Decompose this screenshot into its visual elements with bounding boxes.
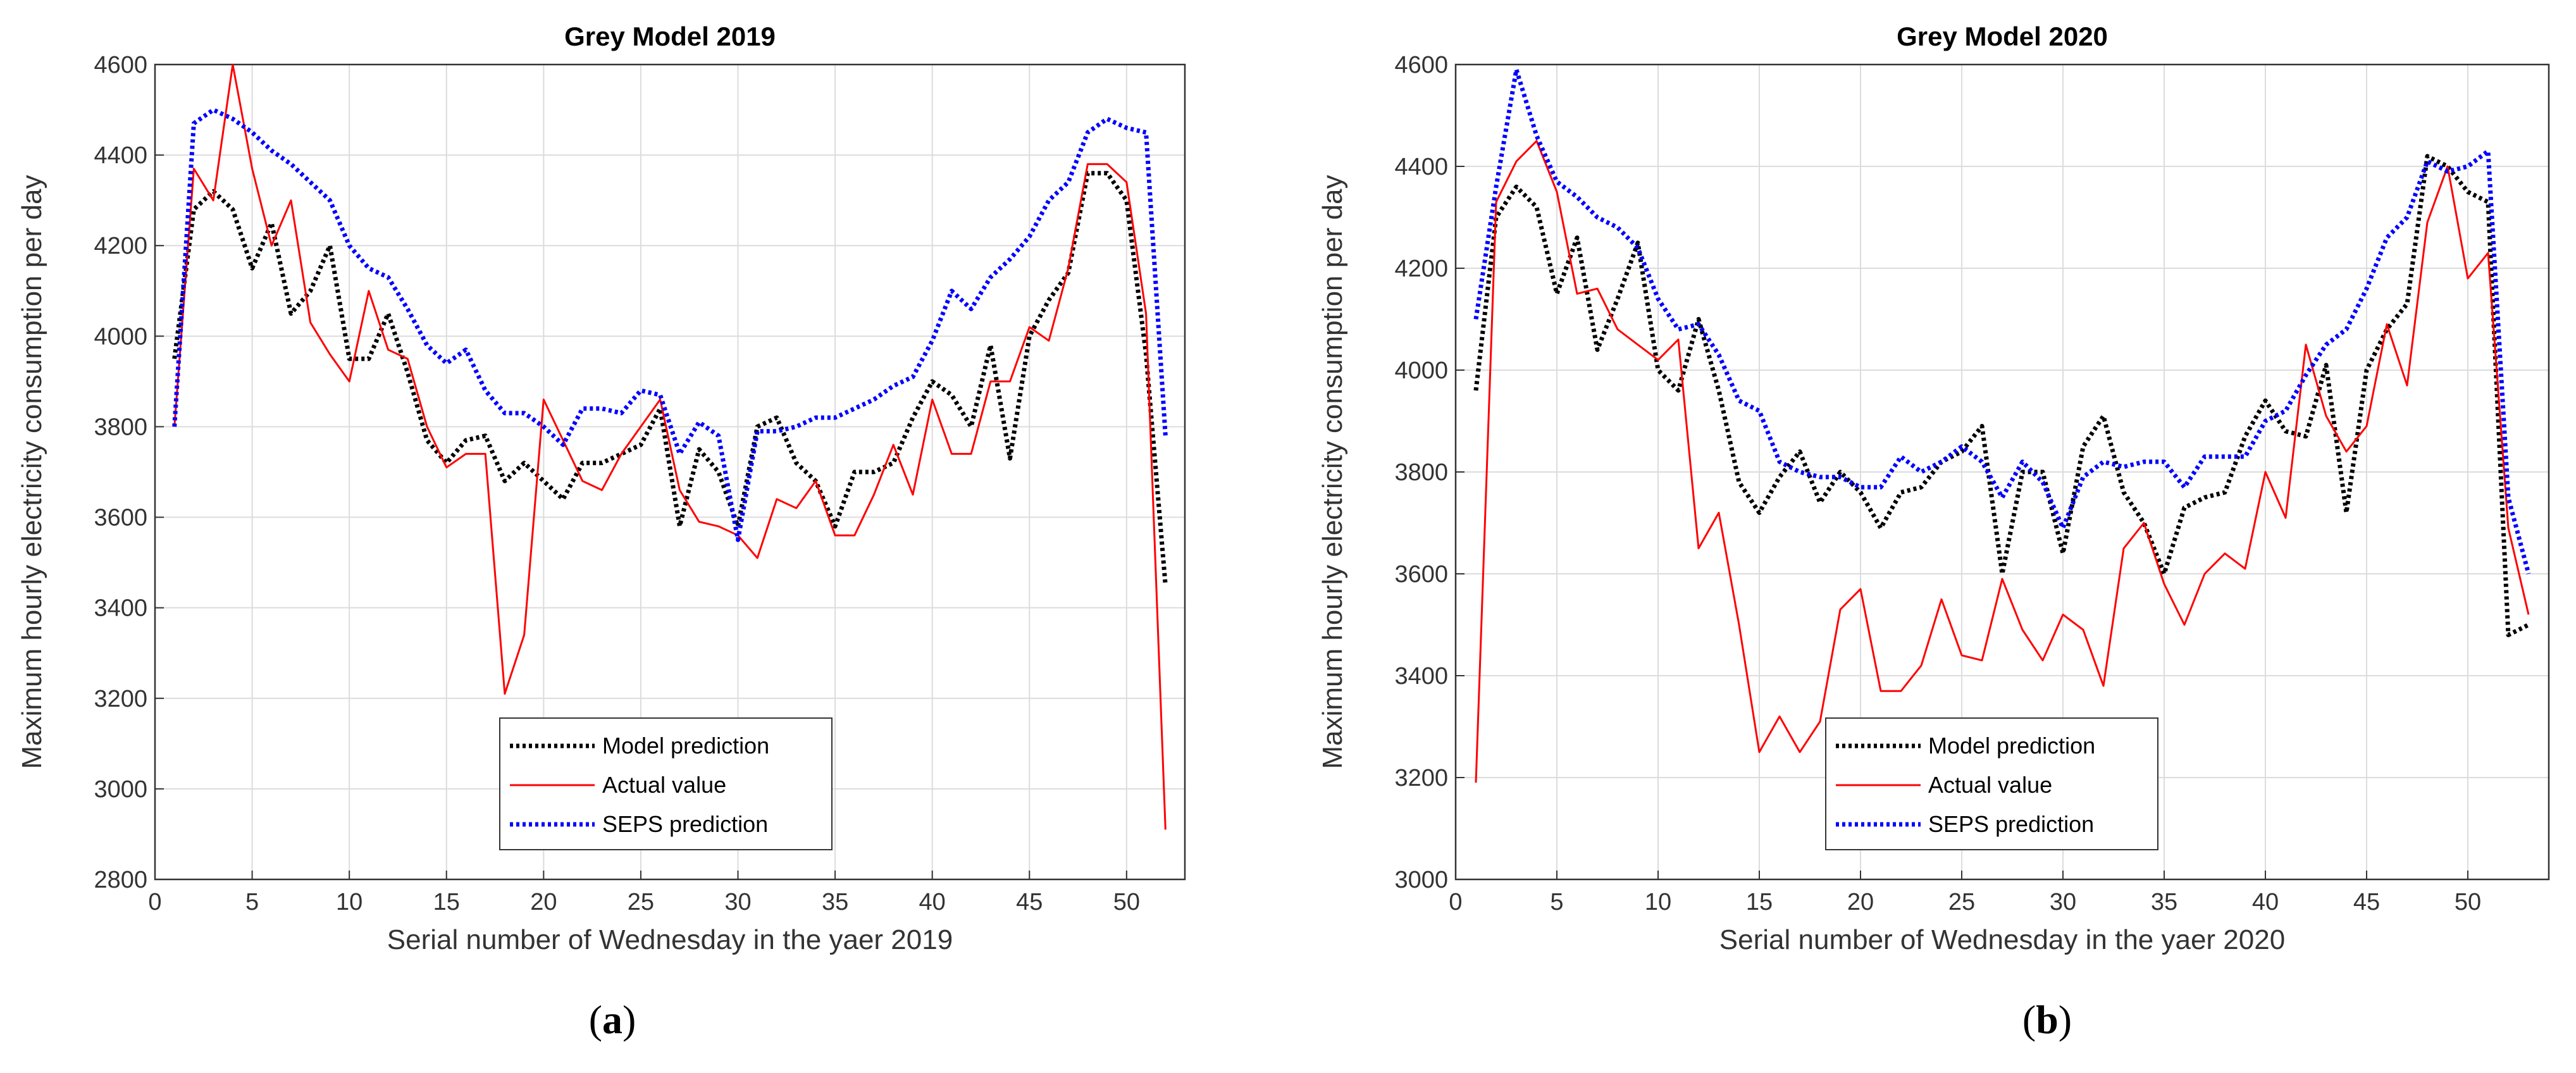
- y-axis-label: Maximum hourly electricity consumption p…: [1317, 175, 1348, 769]
- x-tick-label: 30: [2050, 889, 2076, 915]
- x-tick-label: 40: [919, 889, 946, 915]
- x-tick-label: 45: [1016, 889, 1043, 915]
- series-line-model-prediction: [172, 171, 1168, 586]
- chart-2019: 0 5 10 15 20 25 30 35 40 45 50 2800 3000 3200 3400 3600…: [16, 22, 1186, 955]
- y-tick-label: 3000: [1394, 867, 1448, 893]
- axes-frame: [1454, 63, 2550, 881]
- x-tick-label: 25: [1948, 889, 1975, 915]
- series-group: [1473, 67, 2531, 783]
- sublabel-close-b: ): [2058, 997, 2072, 1042]
- sublabel-letter-b: b: [2036, 997, 2059, 1042]
- x-tick-label: 10: [336, 889, 362, 915]
- x-tick-label: 50: [2455, 889, 2481, 915]
- series-line-model-prediction: [1473, 154, 2530, 638]
- y-tick-label: 4200: [94, 233, 147, 259]
- subfigure-label-b: (b): [1952, 996, 2142, 1043]
- x-tick-label: 45: [2353, 889, 2380, 915]
- legend-box: [499, 717, 833, 850]
- x-tick-label: 15: [1746, 889, 1773, 915]
- legend: Model prediction Actual value SEPS predict…: [499, 717, 833, 850]
- y-tick-label: 4600: [1394, 52, 1448, 78]
- x-tick-label: 30: [724, 889, 751, 915]
- sublabel-open-b: (: [2022, 997, 2036, 1042]
- x-axis-label: Serial number of Wednesday in the yaer 2…: [1719, 924, 2285, 955]
- y-tick-label: 3400: [1394, 663, 1448, 690]
- x-tick-label: 40: [2252, 889, 2279, 915]
- y-tick-label: 3800: [1394, 459, 1448, 486]
- y-tick-label: 4400: [94, 142, 147, 169]
- legend-label-model-prediction: Model prediction: [1928, 733, 2095, 759]
- x-tick-label: 50: [1113, 889, 1140, 915]
- y-tick-label: 4400: [1394, 154, 1448, 180]
- x-tick-label: 5: [245, 889, 259, 915]
- panel-a: 0 5 10 15 20 25 30 35 40 45 50 2800 3000 3200 3400 3600…: [16, 22, 1186, 1043]
- x-axis-label: Serial number of Wednesday in the yaer 2…: [387, 924, 953, 955]
- x-tick-label: 20: [1847, 889, 1874, 915]
- legend-label-model-prediction: Model prediction: [602, 733, 769, 759]
- series-group: [172, 65, 1168, 830]
- y-tick-label: 3000: [94, 776, 147, 803]
- x-tick-label: 0: [1449, 889, 1462, 915]
- x-tick-label: 0: [148, 889, 161, 915]
- y-tick-label: 2800: [94, 867, 147, 893]
- y-tick-label: 4200: [1394, 256, 1448, 282]
- legend: Model prediction Actual value SEPS predict…: [1825, 717, 2158, 850]
- legend-label-actual-value: Actual value: [602, 772, 726, 798]
- chart-title: Grey Model 2019: [564, 22, 776, 51]
- y-axis-label: Maximum hourly electricity consumption p…: [16, 175, 47, 769]
- chart-2020: 0 5 10 15 20 25 30 35 40 45 50 3000 3200 3400 3600 3800…: [1317, 22, 2550, 955]
- axes-frame: [154, 63, 1186, 881]
- y-tick-label: 3800: [94, 414, 147, 440]
- y-tick-label: 4000: [94, 323, 147, 350]
- y-tick-label: 3600: [1394, 561, 1448, 588]
- y-tick-label: 3400: [94, 595, 147, 622]
- series-line-actual-value: [173, 65, 1167, 830]
- series-line-seps-prediction: [1473, 67, 2531, 574]
- sublabel-close-a: ): [622, 997, 636, 1042]
- panel-b: 0 5 10 15 20 25 30 35 40 45 50 3000 3200 3400 3600 3800…: [1288, 0, 2576, 1073]
- x-tick-label: 35: [822, 889, 848, 915]
- x-tick-label: 25: [628, 889, 654, 915]
- legend-label-actual-value: Actual value: [1928, 772, 2052, 798]
- y-tick-label: 3200: [94, 686, 147, 712]
- chart-title: Grey Model 2020: [1897, 22, 2108, 51]
- x-tick-label: 15: [433, 889, 460, 915]
- y-tick-label: 4600: [94, 52, 147, 78]
- x-tick-label: 5: [1550, 889, 1563, 915]
- subfigure-label-a: (a): [517, 996, 707, 1043]
- y-tick-label: 4000: [1394, 357, 1448, 384]
- series-line-seps-prediction: [172, 108, 1168, 542]
- y-tick-label: 3200: [1394, 765, 1448, 791]
- sublabel-letter-a: a: [602, 997, 622, 1042]
- x-tick-label: 35: [2151, 889, 2177, 915]
- x-tick-label: 20: [530, 889, 557, 915]
- y-tick-label: 3600: [94, 505, 147, 531]
- series-line-actual-value: [1475, 140, 2530, 783]
- legend-label-seps-prediction: SEPS prediction: [602, 811, 768, 837]
- x-tick-label: 10: [1645, 889, 1671, 915]
- sublabel-open-a: (: [588, 997, 602, 1042]
- legend-label-seps-prediction: SEPS prediction: [1928, 811, 2094, 837]
- legend-box: [1825, 717, 2158, 850]
